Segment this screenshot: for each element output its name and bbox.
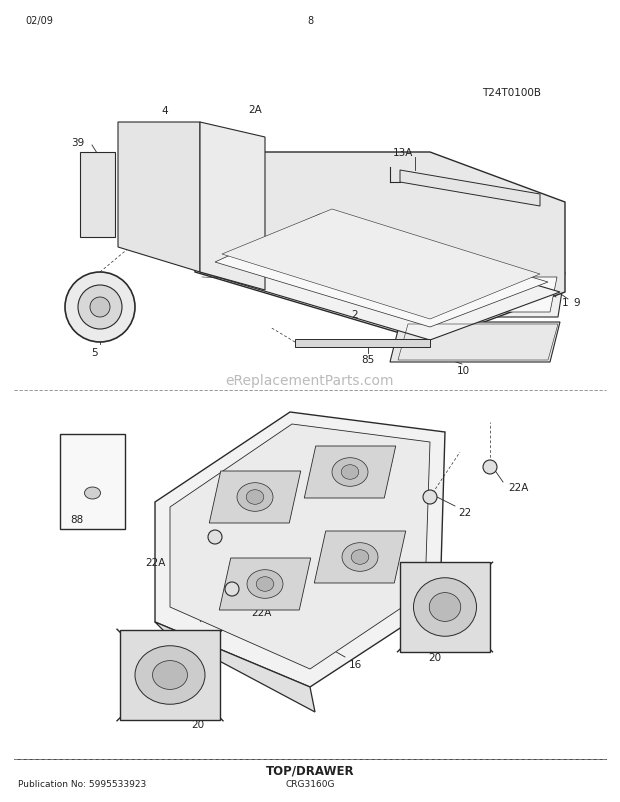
Ellipse shape	[246, 490, 264, 504]
Polygon shape	[170, 424, 430, 669]
Ellipse shape	[237, 483, 273, 512]
Ellipse shape	[483, 460, 497, 475]
Text: 10: 10	[456, 366, 469, 375]
Text: 8: 8	[307, 16, 313, 26]
Polygon shape	[215, 215, 548, 327]
Text: 16: 16	[348, 659, 361, 669]
Ellipse shape	[332, 458, 368, 487]
Text: 22: 22	[458, 508, 472, 517]
Text: eReplacementParts.com: eReplacementParts.com	[226, 374, 394, 387]
Text: 13A: 13A	[393, 148, 413, 158]
Text: 22A: 22A	[251, 607, 271, 618]
Ellipse shape	[90, 298, 110, 318]
Ellipse shape	[208, 530, 222, 545]
Polygon shape	[200, 225, 560, 341]
Text: 85: 85	[361, 354, 374, 365]
Polygon shape	[304, 447, 396, 498]
Polygon shape	[219, 558, 311, 610]
Text: 22A: 22A	[145, 557, 165, 567]
Ellipse shape	[247, 570, 283, 598]
Polygon shape	[222, 210, 540, 320]
Ellipse shape	[65, 273, 135, 342]
Polygon shape	[60, 435, 125, 529]
Text: 02/09: 02/09	[25, 16, 53, 26]
Text: 5: 5	[92, 347, 99, 358]
Text: CRG3160G: CRG3160G	[285, 780, 335, 788]
Text: 1: 1	[562, 298, 569, 308]
Polygon shape	[400, 562, 490, 652]
Polygon shape	[385, 273, 565, 318]
Ellipse shape	[341, 465, 359, 480]
Text: 9: 9	[574, 298, 580, 308]
Ellipse shape	[78, 286, 122, 330]
Text: 39: 39	[71, 138, 84, 148]
Polygon shape	[295, 339, 430, 347]
Ellipse shape	[429, 593, 461, 622]
Text: 88: 88	[70, 514, 83, 525]
Ellipse shape	[135, 646, 205, 704]
Text: 22A: 22A	[508, 482, 528, 492]
Polygon shape	[195, 153, 565, 342]
Polygon shape	[314, 532, 405, 583]
Text: 20: 20	[428, 652, 441, 662]
Text: Publication No: 5995533923: Publication No: 5995533923	[18, 780, 146, 788]
Text: 4: 4	[162, 106, 168, 115]
Ellipse shape	[256, 577, 274, 592]
Text: TOP/DRAWER: TOP/DRAWER	[266, 764, 354, 776]
Text: T24T0100B: T24T0100B	[482, 88, 541, 98]
Polygon shape	[155, 622, 315, 712]
Ellipse shape	[342, 543, 378, 572]
Polygon shape	[400, 171, 540, 207]
Polygon shape	[395, 277, 557, 313]
Ellipse shape	[423, 490, 437, 504]
Polygon shape	[390, 322, 560, 363]
Text: 20: 20	[192, 719, 205, 729]
Polygon shape	[118, 123, 200, 273]
Text: 2: 2	[352, 310, 358, 320]
Polygon shape	[200, 123, 265, 290]
Ellipse shape	[225, 582, 239, 596]
Ellipse shape	[351, 550, 369, 565]
Ellipse shape	[414, 578, 477, 637]
Ellipse shape	[84, 488, 100, 500]
Text: 2A: 2A	[248, 105, 262, 115]
Ellipse shape	[153, 661, 187, 690]
Polygon shape	[155, 412, 445, 687]
Polygon shape	[120, 630, 220, 720]
Polygon shape	[210, 472, 301, 524]
Polygon shape	[80, 153, 115, 237]
